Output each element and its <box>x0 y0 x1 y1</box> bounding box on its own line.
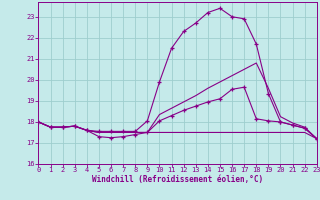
X-axis label: Windchill (Refroidissement éolien,°C): Windchill (Refroidissement éolien,°C) <box>92 175 263 184</box>
